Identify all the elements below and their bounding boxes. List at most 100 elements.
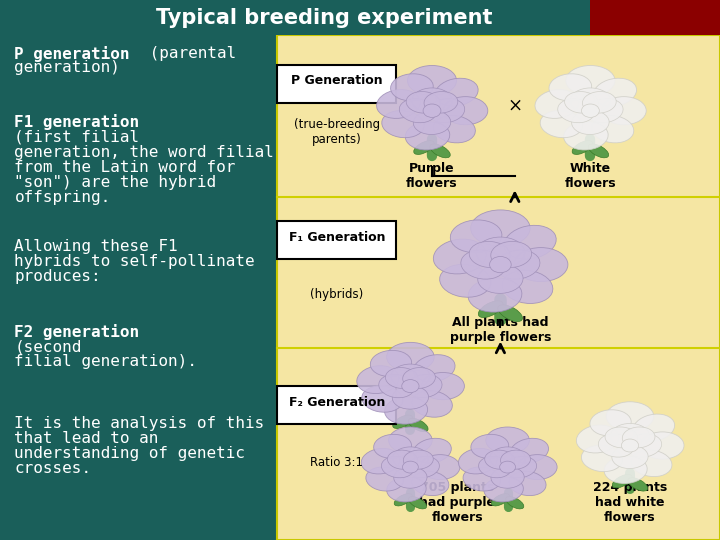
Text: White
flowers: White flowers xyxy=(564,162,616,190)
Text: (parental: (parental xyxy=(140,46,237,61)
Ellipse shape xyxy=(612,475,632,488)
Ellipse shape xyxy=(590,410,631,436)
Ellipse shape xyxy=(612,445,648,469)
Ellipse shape xyxy=(423,104,441,117)
Text: filial generation).: filial generation). xyxy=(14,354,197,369)
Ellipse shape xyxy=(540,111,582,138)
Text: offspring.: offspring. xyxy=(14,190,111,205)
Text: (true-breeding
parents): (true-breeding parents) xyxy=(294,118,380,146)
Ellipse shape xyxy=(366,467,403,491)
Ellipse shape xyxy=(606,402,654,431)
Ellipse shape xyxy=(549,74,592,101)
Ellipse shape xyxy=(476,237,525,268)
Ellipse shape xyxy=(433,239,487,274)
Ellipse shape xyxy=(490,447,526,469)
Ellipse shape xyxy=(382,111,424,138)
Ellipse shape xyxy=(500,461,516,473)
Ellipse shape xyxy=(379,374,415,398)
Ellipse shape xyxy=(604,456,647,483)
Ellipse shape xyxy=(459,448,498,474)
Text: 705 plants
had purple
flowers: 705 plants had purple flowers xyxy=(419,481,495,524)
Text: F1 generation: F1 generation xyxy=(14,114,140,131)
Ellipse shape xyxy=(390,74,433,101)
Ellipse shape xyxy=(566,65,615,96)
Ellipse shape xyxy=(564,122,608,150)
FancyBboxPatch shape xyxy=(277,35,720,540)
Ellipse shape xyxy=(402,461,418,473)
Text: F2 generation: F2 generation xyxy=(14,324,140,340)
Ellipse shape xyxy=(628,478,648,491)
FancyBboxPatch shape xyxy=(277,65,396,103)
Ellipse shape xyxy=(535,90,579,118)
Ellipse shape xyxy=(407,456,439,478)
Text: "son") are the hybrid: "son") are the hybrid xyxy=(14,175,217,190)
Ellipse shape xyxy=(384,397,428,424)
Ellipse shape xyxy=(413,355,455,382)
FancyBboxPatch shape xyxy=(0,0,720,35)
Ellipse shape xyxy=(402,368,436,388)
Ellipse shape xyxy=(408,418,428,431)
Ellipse shape xyxy=(463,467,500,491)
Ellipse shape xyxy=(485,450,515,469)
Ellipse shape xyxy=(478,264,523,293)
Ellipse shape xyxy=(509,471,546,496)
FancyBboxPatch shape xyxy=(277,386,396,424)
Ellipse shape xyxy=(518,455,557,480)
Ellipse shape xyxy=(601,97,647,125)
Text: understanding of genetic: understanding of genetic xyxy=(14,446,246,461)
Ellipse shape xyxy=(403,450,433,469)
Ellipse shape xyxy=(641,432,684,459)
Text: hybrids to self-pollinate: hybrids to self-pollinate xyxy=(14,254,255,269)
Ellipse shape xyxy=(611,423,649,448)
Ellipse shape xyxy=(622,427,655,448)
Ellipse shape xyxy=(408,65,456,96)
Ellipse shape xyxy=(491,241,531,267)
Ellipse shape xyxy=(391,364,430,389)
Ellipse shape xyxy=(406,374,442,398)
Ellipse shape xyxy=(357,366,399,394)
Ellipse shape xyxy=(450,220,502,253)
Ellipse shape xyxy=(428,99,464,123)
Ellipse shape xyxy=(389,427,432,454)
Text: F₂ Generation: F₂ Generation xyxy=(289,396,385,409)
Ellipse shape xyxy=(593,78,636,106)
Ellipse shape xyxy=(572,140,593,154)
Ellipse shape xyxy=(486,427,529,454)
Ellipse shape xyxy=(394,467,427,488)
Ellipse shape xyxy=(385,368,418,388)
Ellipse shape xyxy=(374,434,412,458)
Text: from the Latin word for: from the Latin word for xyxy=(14,160,235,175)
Ellipse shape xyxy=(621,439,639,452)
Ellipse shape xyxy=(408,497,426,509)
Ellipse shape xyxy=(443,97,488,125)
Ellipse shape xyxy=(514,247,568,282)
Ellipse shape xyxy=(392,447,428,469)
Ellipse shape xyxy=(586,99,623,123)
Text: Allowing these F1: Allowing these F1 xyxy=(14,239,178,254)
Ellipse shape xyxy=(484,477,523,502)
Text: All plants had
purple flowers: All plants had purple flowers xyxy=(450,316,551,344)
Ellipse shape xyxy=(504,225,557,259)
Ellipse shape xyxy=(588,144,608,158)
Ellipse shape xyxy=(495,250,540,279)
Ellipse shape xyxy=(631,450,672,477)
Ellipse shape xyxy=(412,390,452,417)
Ellipse shape xyxy=(435,78,478,106)
Ellipse shape xyxy=(412,88,452,113)
Text: (second: (second xyxy=(14,339,82,354)
Text: that lead to an: that lead to an xyxy=(14,431,159,446)
Ellipse shape xyxy=(500,450,531,469)
Ellipse shape xyxy=(433,116,475,143)
Ellipse shape xyxy=(633,414,675,441)
Ellipse shape xyxy=(387,477,426,502)
Ellipse shape xyxy=(413,110,451,134)
Text: generation, the word filial: generation, the word filial xyxy=(14,145,274,160)
Ellipse shape xyxy=(400,99,436,123)
Ellipse shape xyxy=(387,342,434,372)
Text: crosses.: crosses. xyxy=(14,461,91,476)
Ellipse shape xyxy=(592,116,634,143)
Ellipse shape xyxy=(382,456,414,478)
FancyBboxPatch shape xyxy=(590,0,720,35)
Ellipse shape xyxy=(581,446,623,471)
Ellipse shape xyxy=(505,497,523,509)
